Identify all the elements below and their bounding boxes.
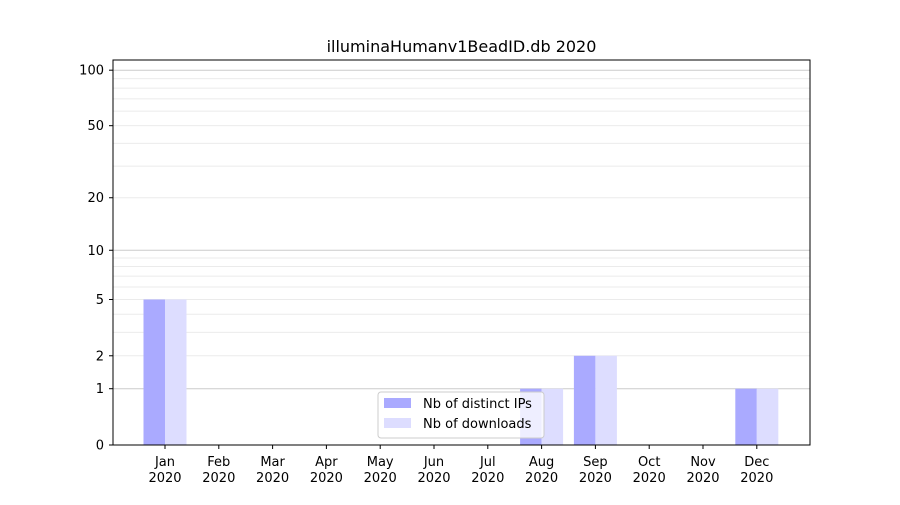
bar-downloads: [595, 355, 617, 445]
x-tick-label: Oct 2020: [633, 455, 666, 486]
bar-distinct-ips: [143, 299, 165, 445]
y-tick-label: 1: [96, 382, 104, 397]
legend-swatch: [384, 418, 411, 428]
y-tick-label: 100: [79, 64, 104, 79]
x-tick-label: Sep 2020: [579, 455, 612, 486]
legend-label: Nb of downloads: [423, 417, 532, 432]
y-tick-label: 10: [87, 244, 104, 259]
y-tick-label: 5: [96, 293, 104, 308]
chart-title: illuminaHumanv1BeadID.db 2020: [327, 37, 597, 56]
x-tick-label: Jul 2020: [471, 455, 504, 486]
x-tick-label: May 2020: [364, 455, 397, 486]
bar-downloads: [541, 388, 564, 445]
x-tick-label: Jan 2020: [148, 455, 181, 486]
axes-frame: [112, 59, 811, 446]
legend-swatch: [384, 398, 411, 408]
legend-label: Nb of distinct IPs: [423, 397, 532, 412]
x-tick-label: Nov 2020: [686, 455, 719, 486]
bar-downloads: [756, 388, 779, 445]
x-tick-label: Mar 2020: [256, 455, 289, 486]
legend: Nb of distinct IPs Nb of downloads: [377, 391, 545, 439]
legend-box: [377, 391, 545, 439]
x-tick-label: Dec 2020: [740, 455, 773, 486]
x-tick-label: Apr 2020: [310, 455, 343, 486]
bar-distinct-ips: [573, 355, 596, 445]
bar-downloads: [165, 299, 187, 445]
x-tick-label: Feb 2020: [202, 455, 235, 486]
x-tick-label: Aug 2020: [525, 455, 558, 486]
x-tick-label: Jun 2020: [417, 455, 450, 486]
y-tick-label: 2: [96, 349, 104, 364]
bar-distinct-ips: [735, 388, 757, 445]
y-tick-label: 0: [96, 439, 104, 454]
y-tick-label: 20: [87, 191, 104, 206]
y-tick-label: 50: [87, 119, 104, 134]
